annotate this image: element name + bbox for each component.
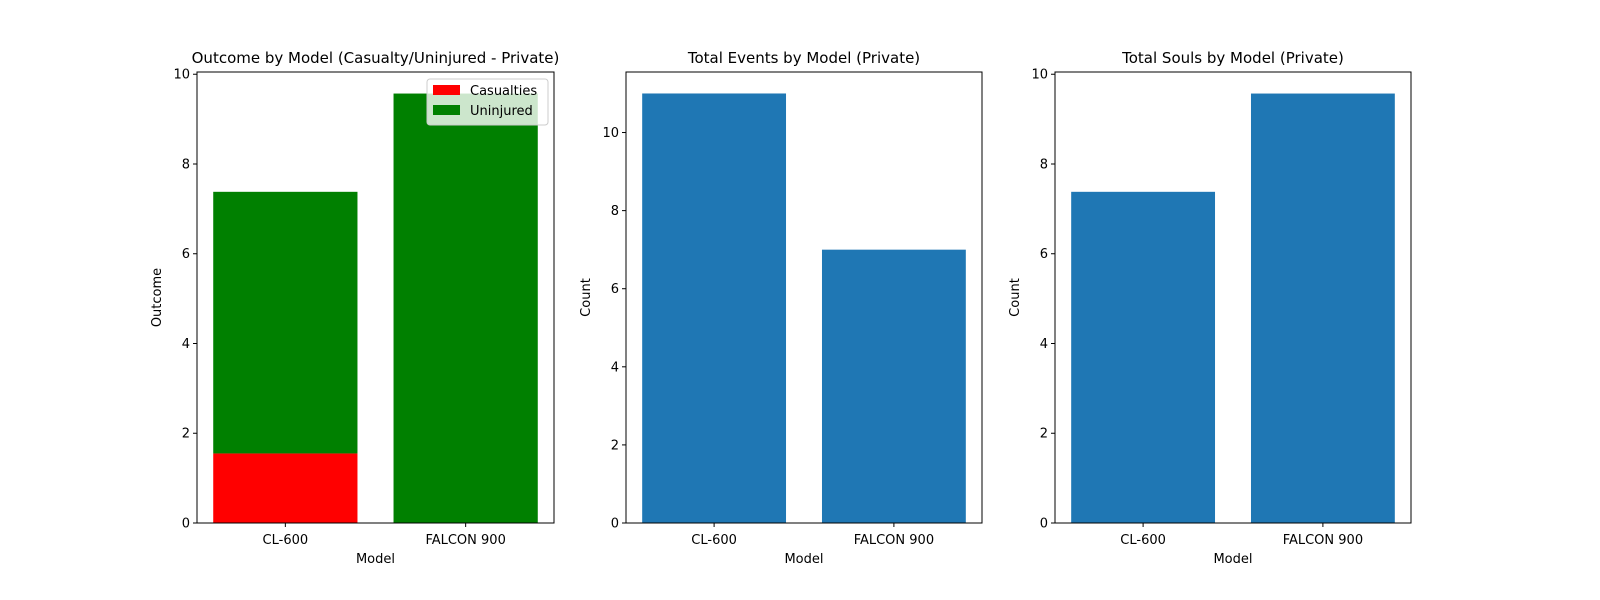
y-tick-label: 8	[611, 204, 619, 219]
bar-uninjured	[393, 93, 538, 524]
y-tick-label: 8	[182, 157, 190, 172]
y-tick-label: 4	[182, 337, 190, 352]
legend-label: Uninjured	[470, 104, 533, 119]
bar	[642, 93, 787, 523]
legend-swatch	[433, 85, 460, 95]
bar	[1250, 93, 1395, 524]
y-tick-label: 0	[1040, 517, 1048, 532]
bar-casualties	[213, 453, 358, 523]
y-tick-label: 10	[1031, 68, 1048, 83]
bars	[1071, 93, 1395, 524]
chart-total-souls: Total Souls by Model (Private) Model Cou…	[1008, 49, 1412, 567]
bar	[821, 249, 966, 523]
y-tick-label: 4	[1040, 337, 1048, 352]
axis-ticks: CL-600 FALCON 900 0 2 4 6 8 10	[173, 68, 505, 548]
bar	[1071, 191, 1216, 523]
bars	[213, 93, 538, 524]
bar-uninjured	[213, 191, 358, 454]
y-tick-label: 2	[182, 427, 190, 442]
chart-title: Outcome by Model (Casualty/Uninjured - P…	[192, 49, 560, 67]
chart-title: Total Events by Model (Private)	[687, 49, 920, 67]
axis-ticks: CL-600 FALCON 900 0 2 4 6 8 10	[602, 126, 934, 548]
y-tick-label: 0	[182, 517, 190, 532]
legend-swatch	[433, 105, 460, 115]
plot-frame	[1054, 71, 1412, 524]
x-axis-label: Model	[356, 552, 395, 567]
y-tick-label: 0	[611, 517, 619, 532]
y-tick-label: 2	[1040, 427, 1048, 442]
y-tick-label: 10	[173, 68, 190, 83]
y-axis-label: Count	[579, 278, 594, 317]
y-axis-label: Count	[1008, 278, 1023, 317]
x-tick-label: FALCON 900	[425, 533, 505, 548]
x-tick-label: CL-600	[691, 533, 737, 548]
y-tick-label: 6	[182, 247, 190, 262]
legend-label: Casualties	[470, 84, 537, 99]
y-tick-label: 6	[1040, 247, 1048, 262]
x-tick-label: CL-600	[1120, 533, 1166, 548]
x-tick-label: CL-600	[263, 533, 309, 548]
chart-title: Total Souls by Model (Private)	[1121, 49, 1344, 67]
y-tick-label: 6	[611, 282, 619, 297]
y-tick-label: 8	[1040, 157, 1048, 172]
chart-total-events: Total Events by Model (Private) Model Co…	[579, 49, 983, 567]
y-tick-label: 4	[611, 360, 619, 375]
bars	[642, 93, 966, 523]
legend: Casualties Uninjured	[426, 78, 549, 126]
y-tick-label: 10	[602, 126, 619, 141]
chart-outcome-by-model: Outcome by Model (Casualty/Uninjured - P…	[150, 49, 559, 567]
axis-ticks: CL-600 FALCON 900 0 2 4 6 8 10	[1031, 68, 1363, 548]
x-axis-label: Model	[784, 552, 823, 567]
y-tick-label: 2	[611, 438, 619, 453]
x-axis-label: Model	[1213, 552, 1252, 567]
x-tick-label: FALCON 900	[854, 533, 934, 548]
plot-frame	[196, 71, 555, 524]
plot-frame	[625, 71, 983, 524]
y-axis-label: Outcome	[150, 268, 165, 327]
x-tick-label: FALCON 900	[1283, 533, 1363, 548]
